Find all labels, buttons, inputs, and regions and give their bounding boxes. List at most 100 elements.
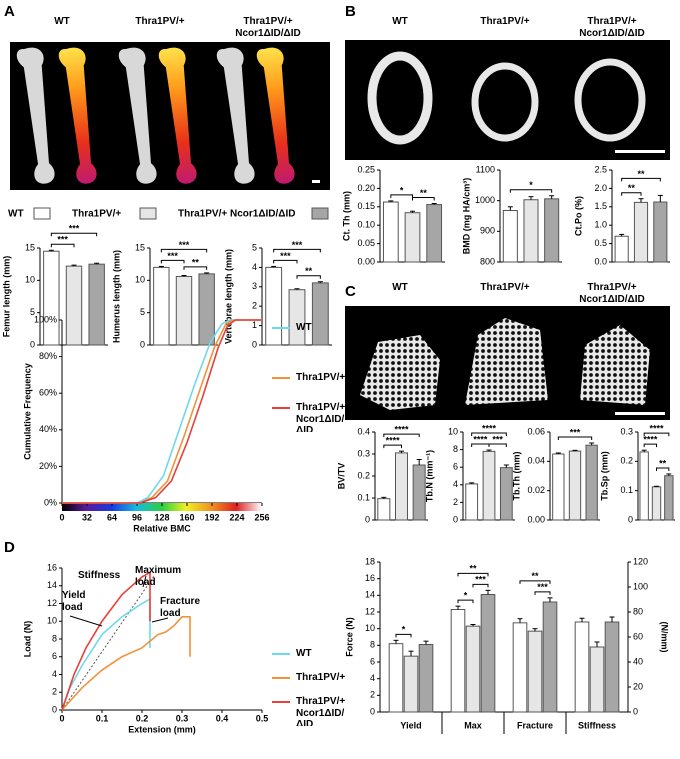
tick-label: 0.1 — [620, 485, 633, 495]
tick-label: 0 — [59, 713, 64, 723]
trabecular-bone — [580, 325, 650, 405]
significance-label: * — [464, 591, 468, 601]
axis-title: Ct.Po (%) — [573, 196, 583, 236]
tick-label: 0.0 — [594, 256, 607, 266]
tick-label: 2 — [370, 690, 375, 700]
bar — [153, 266, 170, 346]
significance-label: *** — [292, 240, 303, 250]
tick-label: 0.15 — [357, 201, 375, 211]
legend-label: Thra1PV/+ Ncor1ΔID/ΔID — [296, 696, 346, 726]
significance-bracket — [50, 243, 75, 248]
column-header: Thra1PV/+ — [480, 16, 530, 27]
significance-bracket — [383, 444, 402, 449]
tick-label: 8 — [370, 640, 375, 650]
scale-bar — [615, 412, 665, 415]
legend-label: Thra1PV/+ — [296, 372, 346, 383]
legend-label: Thra1PV/+ — [296, 672, 346, 683]
significance-bracket — [457, 572, 489, 577]
annotation-box: Fracture load — [160, 596, 200, 619]
tick-label: 0.2 — [136, 713, 149, 723]
bar — [265, 266, 283, 346]
tick-label: 128 — [154, 512, 169, 522]
significance-label: ** — [531, 571, 539, 581]
significance-label: *** — [167, 251, 178, 261]
axis-title: Femur length (mm) — [1, 256, 11, 338]
bar — [426, 204, 443, 263]
tick-label: 0.06 — [527, 426, 545, 436]
tick-label: 10 — [135, 275, 145, 285]
column-header-box: WT — [54, 16, 70, 27]
significance-bracket — [471, 432, 507, 437]
tick-label: 0.3 — [620, 426, 633, 436]
tick-label: 2 — [453, 497, 458, 507]
bar — [633, 201, 649, 263]
significance-bracket — [160, 248, 208, 253]
panel-label: D — [4, 539, 15, 556]
axis-title: Humerus length (mm) — [111, 250, 121, 343]
tick-label: 0.1 — [96, 713, 109, 723]
annotation: Yield load — [62, 590, 86, 613]
axis-title: BMD (mg HA/cm³) — [461, 178, 471, 255]
bar — [568, 450, 582, 521]
tick-label: 0.2 — [620, 456, 633, 466]
tick-label: 18 — [365, 556, 375, 566]
tick-label: 64 — [107, 512, 117, 522]
tick-label: 160 — [179, 512, 194, 522]
annotation: Stiffness — [78, 570, 121, 581]
column-header: WT — [392, 16, 408, 27]
significance-bracket — [621, 177, 661, 182]
significance-label: *** — [475, 575, 486, 585]
tick-label: 96 — [132, 512, 142, 522]
tick-label: 100% — [34, 314, 57, 324]
bar — [382, 201, 399, 263]
legend-swatch — [311, 207, 329, 220]
bar — [412, 464, 426, 521]
significance-label: **** — [473, 434, 488, 444]
panel-label: C — [345, 283, 356, 300]
axis-title: Cumulative Frequency — [22, 363, 32, 460]
tick-label: 0.04 — [527, 456, 545, 466]
tick-label: 2.0 — [594, 183, 607, 193]
bar — [502, 209, 518, 263]
legend-label-box: Thra1PV/+ — [296, 672, 346, 683]
series-line — [62, 319, 262, 504]
significance-label: *** — [537, 582, 548, 592]
bar — [589, 646, 605, 713]
tick-label: 40% — [39, 424, 57, 434]
significance-bracket — [383, 433, 420, 438]
tick-label: 0.5 — [256, 713, 269, 723]
tick-label: 32 — [82, 512, 92, 522]
tick-label: 15 — [25, 242, 35, 252]
axis-title: Tb.Sp (mm) — [599, 451, 609, 501]
tick-label: 80 — [633, 606, 643, 616]
significance-bracket — [412, 196, 435, 201]
tick-label: 60 — [633, 631, 643, 641]
tick-label: 16 — [365, 573, 375, 583]
tick-label: 20% — [39, 461, 57, 471]
bar — [88, 263, 105, 346]
tick-label: 0% — [44, 497, 57, 507]
tick-label: 256 — [254, 512, 269, 522]
axis-title: Relative BMC — [133, 523, 191, 533]
legend-label: Thra1PV/+ Ncor1ΔID/ΔID — [296, 402, 346, 432]
tick-label: 60% — [39, 388, 57, 398]
tick-label: 1.0 — [594, 220, 607, 230]
tick-label: 0 — [370, 706, 375, 716]
significance-label: *** — [280, 251, 291, 261]
bar — [403, 655, 419, 713]
column-header-box: WT — [392, 16, 408, 27]
tick-label: 40 — [633, 656, 643, 666]
bar — [480, 594, 496, 713]
bar — [198, 273, 215, 346]
significance-label: * — [400, 185, 404, 195]
axis-title: Force (N) — [344, 617, 354, 657]
tick-label: 0 — [30, 339, 35, 349]
tick-label: 4 — [370, 673, 375, 683]
bar — [394, 452, 409, 521]
legend-label: WT — [296, 322, 312, 333]
column-header: Thra1PV/+ — [135, 16, 185, 27]
annotation-box: Maximum load — [135, 565, 181, 588]
significance-bracket — [183, 266, 208, 270]
significance-bracket — [273, 259, 298, 264]
